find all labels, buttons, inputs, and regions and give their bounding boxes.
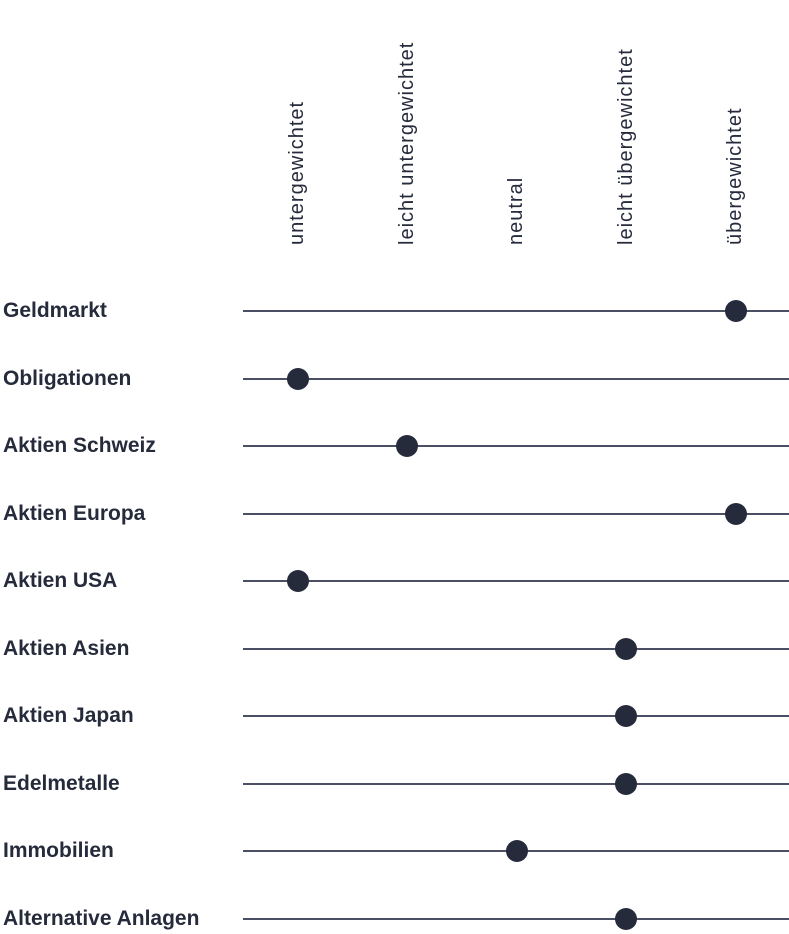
asset-row: Immobilien: [0, 817, 789, 885]
scale-label-neutral: neutral: [505, 176, 527, 245]
asset-row: Aktien Japan: [0, 682, 789, 750]
asset-row: Geldmarkt: [0, 277, 789, 345]
position-dot: [724, 502, 747, 525]
position-dot: [615, 705, 637, 727]
asset-label: Aktien Schweiz: [3, 434, 156, 457]
asset-label: Aktien Asien: [3, 636, 130, 660]
position-dot: [615, 637, 637, 660]
position-dot: [615, 907, 637, 930]
scale-line: [243, 377, 789, 380]
scale-label-uebergewichtet: übergewichtet: [724, 107, 746, 245]
scale-label-leicht-untergewichtet: leicht untergewichtet: [396, 41, 418, 245]
asset-row: Obligationen: [0, 345, 789, 413]
asset-row: Alternative Anlagen: [0, 885, 789, 934]
scale-line: [243, 512, 789, 515]
asset-row: Aktien Asien: [0, 615, 789, 683]
asset-label: Aktien Japan: [3, 704, 134, 727]
asset-label: Alternative Anlagen: [3, 906, 200, 930]
asset-label: Obligationen: [3, 366, 132, 390]
asset-label: Immobilien: [3, 839, 114, 862]
scale-line: [243, 310, 789, 312]
position-dot: [505, 840, 528, 862]
scale-line: [243, 445, 789, 447]
scale-line: [243, 917, 789, 920]
scale-line: [243, 647, 789, 650]
asset-row: Aktien Schweiz: [0, 412, 789, 480]
position-dot: [615, 772, 637, 795]
asset-label: Geldmarkt: [3, 299, 107, 322]
position-dot: [396, 435, 418, 457]
scale-line: [243, 715, 789, 717]
position-dot: [286, 367, 309, 390]
asset-row: Aktien USA: [0, 547, 789, 615]
scale-label-leicht-uebergewichtet: leicht übergewichtet: [615, 48, 637, 245]
position-dot: [286, 570, 309, 592]
scale-line: [243, 580, 789, 582]
asset-row: Edelmetalle: [0, 750, 789, 818]
asset-label: Aktien USA: [3, 569, 118, 592]
scale-label-untergewichtet: untergewichtet: [286, 100, 308, 245]
asset-row: Aktien Europa: [0, 480, 789, 548]
asset-label: Edelmetalle: [3, 771, 120, 795]
position-dot: [724, 300, 747, 322]
scale-line: [243, 782, 789, 785]
asset-label: Aktien Europa: [3, 501, 146, 525]
